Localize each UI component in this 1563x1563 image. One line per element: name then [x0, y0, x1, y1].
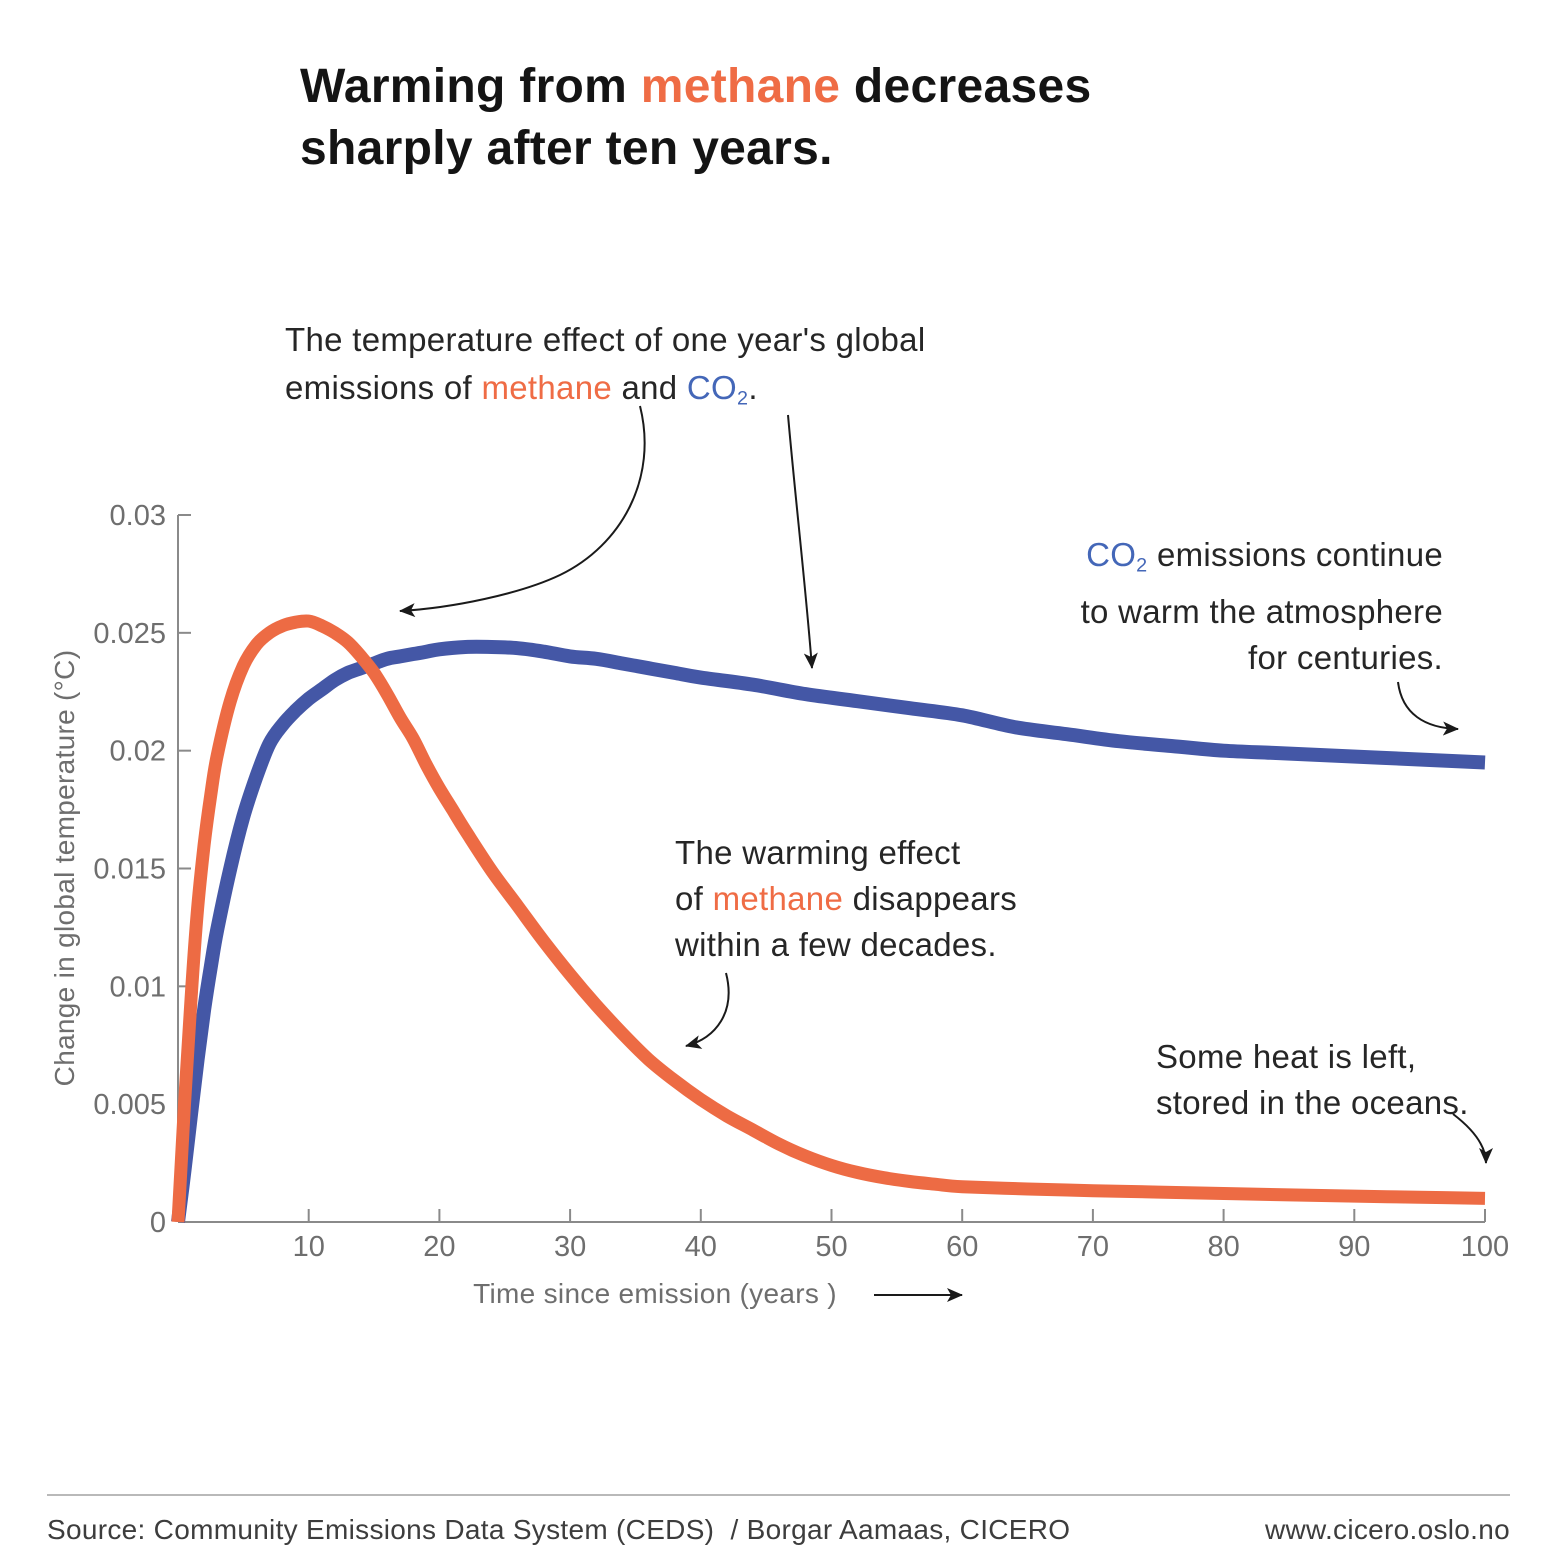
arrow-intro-to-co2-curve	[787, 414, 818, 669]
annotation-co2-line1: CO2 emissions continue	[1086, 536, 1443, 577]
methane-word: methane	[481, 369, 613, 406]
x-tick-label: 60	[946, 1231, 978, 1263]
chart-title-line1: Warming from methane decreases	[300, 60, 1092, 113]
y-tick-label: 0.005	[93, 1089, 166, 1121]
x-tick-label: 20	[423, 1231, 455, 1263]
chart-title-line2: sharply after ten years.	[300, 122, 833, 175]
x-axis-label: Time since emission (years )	[473, 1278, 837, 1309]
annotation-methane: The warming effect of methane disappears…	[675, 830, 1017, 968]
y-tick-label: 0	[150, 1207, 166, 1239]
x-tick-label: 50	[815, 1231, 847, 1263]
arrow-co2-note-to-curve-end	[1397, 681, 1459, 736]
x-tick-label: 90	[1338, 1231, 1370, 1263]
annotation-methane-line2: of methane disappears	[675, 880, 1018, 917]
annotation-intro: The temperature effect of one year's glo…	[285, 316, 925, 423]
footer-website: www.cicero.oslo.no	[1264, 1514, 1510, 1545]
y-axis-label: Change in global temperature (°C)	[49, 650, 80, 1087]
footer-source: Source: Community Emissions Data System …	[47, 1514, 1071, 1545]
methane-curve	[171, 614, 1486, 1223]
y-tick-label: 0.02	[110, 736, 166, 768]
y-tick-label: 0.01	[110, 971, 166, 1003]
title-highlight-methane: methane	[640, 60, 841, 113]
x-tick-label: 70	[1077, 1231, 1109, 1263]
arrow-methane-note-to-curve	[685, 972, 730, 1049]
x-tick-label: 30	[554, 1231, 586, 1263]
co2-subscript: 2	[1136, 554, 1148, 577]
annotation-intro-line1: The temperature effect of one year's glo…	[285, 321, 926, 358]
footer-divider	[47, 1494, 1510, 1496]
x-tick-label: 10	[293, 1231, 325, 1263]
x-tick-label: 100	[1461, 1231, 1509, 1263]
annotation-methane-line3: within a few decades.	[675, 926, 997, 963]
co2-curve	[171, 639, 1486, 1223]
y-tick-label: 0.025	[93, 618, 166, 650]
y-tick-label: 0.015	[93, 854, 166, 886]
annotation-co2-line2: to warm the atmosphere	[1080, 592, 1443, 630]
x-tick-label: 40	[685, 1231, 717, 1263]
arrow-oceans-note-to-curve-end	[1452, 1113, 1493, 1164]
annotation-co2-line3: for centuries.	[1248, 638, 1443, 676]
annotation-oceans: Some heat is left, stored in the oceans.	[1156, 1034, 1469, 1126]
annotation-oceans-line1: Some heat is left,	[1156, 1038, 1417, 1075]
co2-word: CO	[686, 369, 738, 406]
annotation-oceans-line2: stored in the oceans.	[1156, 1084, 1469, 1121]
y-tick-label: 0.03	[110, 500, 166, 532]
annotation-methane-line1: The warming effect	[675, 834, 961, 871]
co2-subscript: 2	[737, 387, 749, 410]
co2-word: CO	[1086, 536, 1137, 573]
chart-title: Warming from methane decreases sharply a…	[300, 56, 1092, 180]
methane-word: methane	[712, 880, 844, 917]
x-tick-label: 80	[1207, 1231, 1239, 1263]
arrow-intro-to-methane-peak	[399, 405, 646, 618]
annotation-co2: CO2 emissions continue to warm the atmos…	[1081, 532, 1443, 681]
axis-ticks: 10 20 30 40 50 60 70 80 90 100 0 0.005 0.01 0.015 0.02…	[93, 500, 1509, 1263]
annotation-intro-line2: emissions of methane and CO2.	[285, 369, 758, 410]
